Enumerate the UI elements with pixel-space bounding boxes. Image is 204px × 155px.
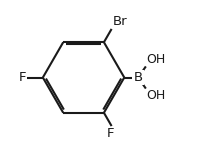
- Text: F: F: [107, 127, 115, 140]
- Text: Br: Br: [112, 15, 127, 28]
- Text: OH: OH: [147, 89, 166, 102]
- Text: F: F: [19, 71, 27, 84]
- Text: B: B: [134, 71, 143, 84]
- Text: OH: OH: [147, 53, 166, 66]
